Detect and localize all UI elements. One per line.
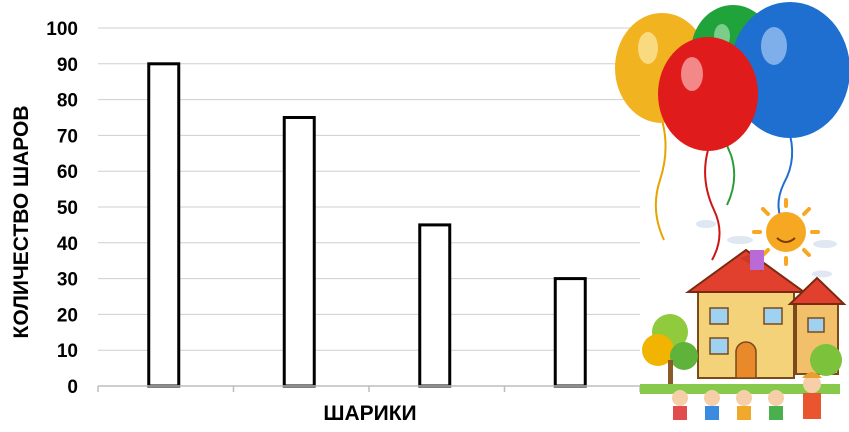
- house-icon: [684, 248, 847, 379]
- sun-icon: [752, 198, 820, 266]
- y-tick-label: 30: [57, 270, 78, 291]
- y-tick-label: 80: [57, 91, 78, 112]
- party-illustration: [615, 2, 849, 420]
- clouds-icon: [696, 220, 837, 278]
- y-tick-label: 20: [57, 305, 78, 326]
- x-axis-title: ШАРИКИ: [323, 402, 416, 425]
- y-tick-label: 40: [57, 234, 78, 255]
- bar: [553, 277, 587, 388]
- y-tick-label: 60: [57, 162, 78, 183]
- y-tick-label: 50: [57, 198, 78, 219]
- bar: [147, 62, 181, 388]
- y-tick-labels: 0 10 20 30 40 50 60 70 80 90 100: [46, 19, 78, 398]
- children-icon: [640, 372, 840, 420]
- bars: [147, 62, 587, 388]
- y-axis-title: КОЛИЧЕСТВО ШАРОВ: [10, 106, 33, 339]
- trees-icon: [642, 314, 842, 386]
- y-tick-label: 0: [67, 377, 78, 398]
- y-tick-label: 90: [57, 55, 78, 76]
- y-tick-label: 100: [46, 19, 78, 40]
- bar: [282, 116, 316, 388]
- bar: [418, 223, 452, 388]
- y-tick-label: 10: [57, 341, 78, 362]
- gridlines: [98, 27, 640, 351]
- y-tick-label: 70: [57, 126, 78, 147]
- balloons-icon: [615, 2, 849, 261]
